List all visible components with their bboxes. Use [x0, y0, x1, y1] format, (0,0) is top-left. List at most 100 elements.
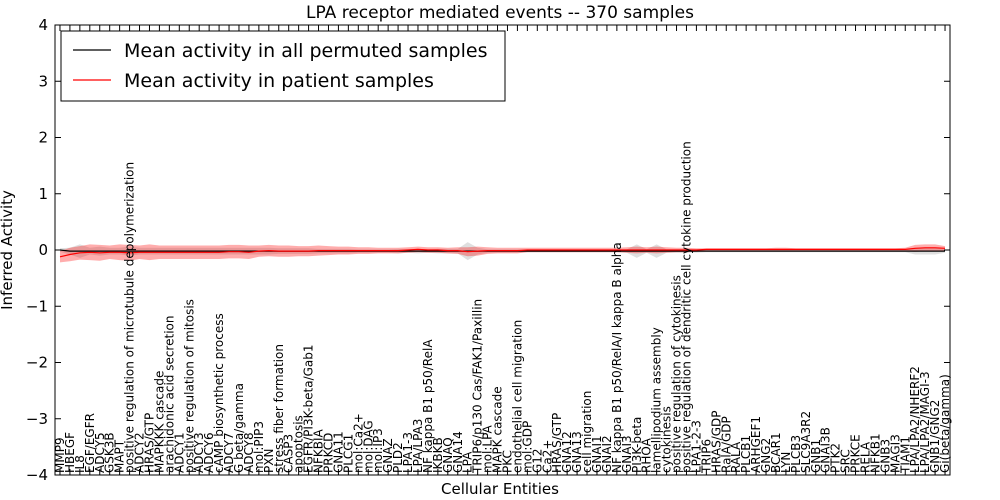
- x-tick-label: positive regulation of microtubule depol…: [123, 162, 137, 473]
- x-tick-label: GNA11: [331, 431, 345, 473]
- x-tick-label: G beta/gamma: [232, 383, 246, 473]
- x-tick-label: GNAI1: [590, 435, 604, 473]
- x-tick-label: PKC: [501, 450, 515, 473]
- x-tick-label: mol:IP3: [371, 428, 385, 473]
- x-axis-ticks: MMP9HBEGFIL8EGF/EGFRADCY5GSK3BMAPTpositi…: [53, 25, 952, 475]
- y-tick-label: 2: [38, 129, 48, 147]
- x-tick-label: RELA: [859, 441, 873, 473]
- x-tick-label: mol:DAG: [361, 420, 375, 473]
- y-tick-label: 0: [38, 241, 48, 259]
- x-tick-label: positive regulation of mitosis: [182, 299, 196, 473]
- chart-title: LPA receptor mediated events -- 370 samp…: [306, 3, 694, 23]
- x-tick-label: GNAI2: [600, 435, 614, 473]
- x-tick-label: ADCY8: [242, 432, 256, 473]
- y-tick-label: −1: [26, 297, 48, 315]
- x-tick-label: ADCY7: [222, 432, 236, 473]
- x-tick-label: GNA14: [451, 431, 465, 473]
- y-tick-label: 3: [38, 72, 48, 90]
- y-tick-label: −3: [26, 410, 48, 428]
- x-tick-label: PI3K-beta: [630, 417, 644, 473]
- x-tick-label: EGFR/PI3K-beta/Gab1: [302, 344, 316, 473]
- x-tick-label: GNAZ: [381, 438, 395, 473]
- x-tick-label: LPA/LPA2/NHERF2: [908, 366, 922, 473]
- x-tick-label: PRKCD: [322, 433, 336, 473]
- x-tick-label: SRC: [839, 449, 853, 473]
- x-tick-label: RalA/GDP: [719, 416, 733, 473]
- y-tick-label: 1: [38, 185, 48, 203]
- x-tick-label: cAMP biosynthetic process: [212, 313, 226, 473]
- x-tick-label: GNAQ: [441, 437, 455, 473]
- x-tick-label: LPA/LPA2/MAGI-3: [918, 371, 932, 473]
- x-tick-label: PLCG1: [341, 434, 355, 473]
- x-tick-label: mol:GDP: [520, 421, 534, 473]
- x-tick-label: mol:LPA: [481, 424, 495, 473]
- x-tick-label: SLC9A3R2: [799, 411, 813, 473]
- x-tick-label: LPA1-3: [401, 432, 415, 473]
- x-tick-label: MMP9: [53, 437, 67, 473]
- x-tick-label: PXN: [262, 449, 276, 473]
- x-tick-label: MAGI3: [888, 434, 902, 473]
- x-tick-label: GNAI3B: [819, 427, 833, 473]
- x-tick-label: lamellipodium assembly: [650, 327, 664, 473]
- x-tick-label: ADCY6: [202, 432, 216, 473]
- x-tick-label: NF kappa B1 p50/RelA: [421, 339, 435, 473]
- series-lines: [59, 247, 946, 258]
- x-tick-label: PLD2: [391, 442, 405, 473]
- x-tick-label: ADCY5: [93, 432, 107, 473]
- x-tick-label: mol:Ca2+: [351, 413, 365, 473]
- x-tick-label: GNAI3: [620, 435, 634, 473]
- x-tick-label: Gi(beta/gamma): [938, 374, 952, 473]
- x-tick-label: MAPK cascade: [491, 386, 505, 473]
- x-tick-label: PLCB1: [739, 435, 753, 473]
- legend-label-patient: Mean activity in patient samples: [124, 70, 434, 92]
- y-tick-label: −4: [26, 466, 48, 484]
- x-tick-label: ARHGEF1: [749, 416, 763, 473]
- x-tick-label: HRAS/GDP: [709, 410, 723, 473]
- x-tick-label: IL8: [73, 455, 87, 473]
- x-tick-label: cytokinesis: [660, 406, 674, 473]
- x-tick-label: positive regulation of cytokinesis: [670, 275, 684, 473]
- x-tick-label: TRIP6/p130 Cas/FAK1/Paxillin: [471, 299, 485, 474]
- x-tick-label: apoptosis: [292, 415, 306, 473]
- y-tick-label: −2: [26, 354, 48, 372]
- x-tick-label: positive regulation of dendritic cell cy…: [680, 141, 694, 473]
- x-tick-label: RALA: [729, 441, 743, 473]
- x-tick-label: LPA1-2-3: [689, 420, 703, 473]
- plot-frame: [54, 24, 951, 476]
- x-tick-label: GNA12: [560, 431, 574, 473]
- legend-box: [60, 30, 506, 102]
- x-tick-label: NFKBIA: [312, 428, 326, 473]
- x-tick-label: ADCY1: [172, 432, 186, 473]
- legend: Mean activity in all permuted samples Me…: [60, 30, 506, 102]
- x-tick-label: GSK3B: [103, 432, 117, 473]
- x-tick-label: cell migration: [580, 391, 594, 473]
- x-tick-label: Ca2+: [540, 440, 554, 473]
- x-tick-label: NF kappa B1 p50/RelA/I kappa B alpha: [610, 242, 624, 473]
- x-tick-label: NFKB1: [868, 433, 882, 473]
- x-tick-label: ADCY3: [192, 432, 206, 473]
- x-tick-label: ADCY2: [133, 432, 147, 473]
- x-tick-label: LPA: [461, 451, 475, 473]
- x-tick-label: PLCB3: [789, 435, 803, 473]
- line-patient: [59, 247, 946, 258]
- x-tick-label: TRIP6: [699, 439, 713, 474]
- x-tick-label: GNB1: [809, 439, 823, 473]
- x-tick-label: GNA13: [570, 431, 584, 473]
- x-tick-label: GNG2: [759, 438, 773, 473]
- x-tick-label: CASP3: [282, 434, 296, 473]
- x-tick-label: LPA/LPA3: [411, 419, 425, 473]
- x-tick-label: RHOA: [640, 437, 654, 473]
- x-tick-label: stress fiber formation: [272, 344, 286, 473]
- x-tick-label: HBEGF: [63, 432, 77, 473]
- y-axis-ticks: −4 −3 −2 −1 0 1 2 3 4: [26, 16, 950, 484]
- x-tick-label: MAPKKK cascade: [152, 371, 166, 473]
- x-tick-label: HRAS/GTP: [550, 413, 564, 473]
- x-tick-label: PRKCE: [849, 434, 863, 473]
- x-tick-label: BCAR1: [769, 432, 783, 473]
- x-tick-label: arachidonic acid secretion: [162, 316, 176, 473]
- x-tick-label: IKBKB: [431, 437, 445, 473]
- x-axis-label: Cellular Entities: [441, 480, 559, 498]
- legend-label-permuted: Mean activity in all permuted samples: [124, 40, 487, 62]
- x-tick-label: GNB3: [878, 439, 892, 473]
